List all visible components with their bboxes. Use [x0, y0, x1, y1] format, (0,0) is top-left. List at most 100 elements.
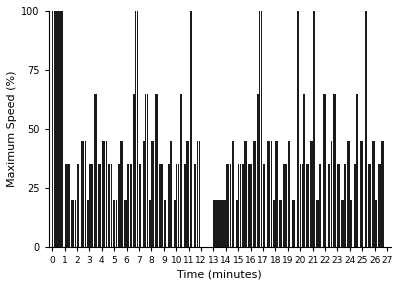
- Bar: [91, 164, 92, 247]
- Bar: [98, 164, 99, 247]
- Bar: [261, 11, 262, 247]
- Bar: [57, 11, 58, 247]
- Bar: [345, 164, 346, 247]
- Bar: [78, 164, 80, 247]
- Bar: [248, 164, 249, 247]
- Bar: [283, 164, 284, 247]
- Bar: [103, 141, 104, 247]
- Bar: [331, 141, 332, 247]
- Bar: [60, 11, 61, 247]
- Bar: [143, 141, 144, 247]
- Bar: [113, 200, 114, 247]
- Bar: [178, 164, 179, 247]
- Bar: [350, 200, 351, 247]
- Bar: [116, 200, 117, 247]
- Bar: [294, 200, 295, 247]
- Bar: [175, 200, 176, 247]
- Bar: [339, 164, 340, 247]
- Bar: [66, 164, 67, 247]
- Bar: [145, 94, 146, 247]
- Bar: [357, 94, 358, 247]
- Bar: [325, 94, 326, 247]
- Bar: [280, 200, 282, 247]
- Bar: [134, 94, 135, 247]
- Bar: [349, 141, 350, 247]
- Bar: [90, 164, 91, 247]
- Bar: [81, 141, 82, 247]
- Bar: [87, 200, 88, 247]
- Bar: [96, 94, 97, 247]
- Bar: [139, 164, 140, 247]
- Bar: [165, 200, 166, 247]
- Bar: [218, 200, 220, 247]
- Bar: [376, 200, 377, 247]
- Bar: [303, 94, 304, 247]
- Bar: [215, 200, 216, 247]
- Bar: [52, 11, 54, 247]
- Bar: [306, 164, 308, 247]
- Bar: [180, 94, 181, 247]
- Bar: [236, 200, 237, 247]
- Bar: [362, 141, 363, 247]
- Bar: [380, 164, 381, 247]
- Bar: [156, 94, 158, 247]
- Bar: [185, 164, 186, 247]
- Bar: [128, 164, 129, 247]
- Bar: [332, 94, 334, 247]
- Bar: [118, 164, 119, 247]
- Bar: [319, 164, 320, 247]
- Bar: [227, 164, 228, 247]
- Bar: [298, 11, 299, 247]
- Bar: [361, 141, 362, 247]
- Bar: [65, 164, 66, 247]
- Bar: [316, 200, 318, 247]
- Bar: [92, 164, 93, 247]
- Bar: [181, 94, 182, 247]
- Bar: [257, 94, 258, 247]
- Bar: [67, 164, 68, 247]
- Bar: [194, 164, 195, 247]
- Bar: [122, 141, 123, 247]
- Bar: [269, 141, 270, 247]
- Bar: [344, 164, 345, 247]
- Bar: [169, 164, 170, 247]
- Bar: [341, 200, 342, 247]
- Bar: [242, 164, 243, 247]
- Bar: [62, 11, 63, 247]
- Bar: [120, 141, 122, 247]
- Bar: [268, 141, 269, 247]
- Bar: [240, 164, 241, 247]
- Bar: [279, 200, 280, 247]
- Bar: [199, 141, 200, 247]
- Bar: [308, 164, 309, 247]
- Bar: [130, 164, 132, 247]
- X-axis label: Time (minutes): Time (minutes): [177, 269, 262, 279]
- Bar: [366, 11, 367, 247]
- Bar: [246, 141, 247, 247]
- Bar: [124, 200, 125, 247]
- Bar: [84, 141, 86, 247]
- Bar: [313, 11, 314, 247]
- Bar: [150, 200, 151, 247]
- Bar: [381, 141, 382, 247]
- Bar: [264, 164, 266, 247]
- Bar: [342, 200, 344, 247]
- Bar: [372, 141, 373, 247]
- Bar: [324, 94, 325, 247]
- Bar: [226, 164, 227, 247]
- Bar: [368, 164, 370, 247]
- Bar: [329, 164, 330, 247]
- Bar: [355, 164, 356, 247]
- Bar: [110, 164, 112, 247]
- Bar: [214, 200, 215, 247]
- Bar: [351, 200, 352, 247]
- Bar: [191, 11, 192, 247]
- Bar: [328, 164, 329, 247]
- Bar: [82, 141, 83, 247]
- Bar: [302, 164, 303, 247]
- Bar: [171, 141, 172, 247]
- Bar: [354, 164, 355, 247]
- Bar: [54, 11, 55, 247]
- Bar: [284, 164, 285, 247]
- Bar: [152, 141, 153, 247]
